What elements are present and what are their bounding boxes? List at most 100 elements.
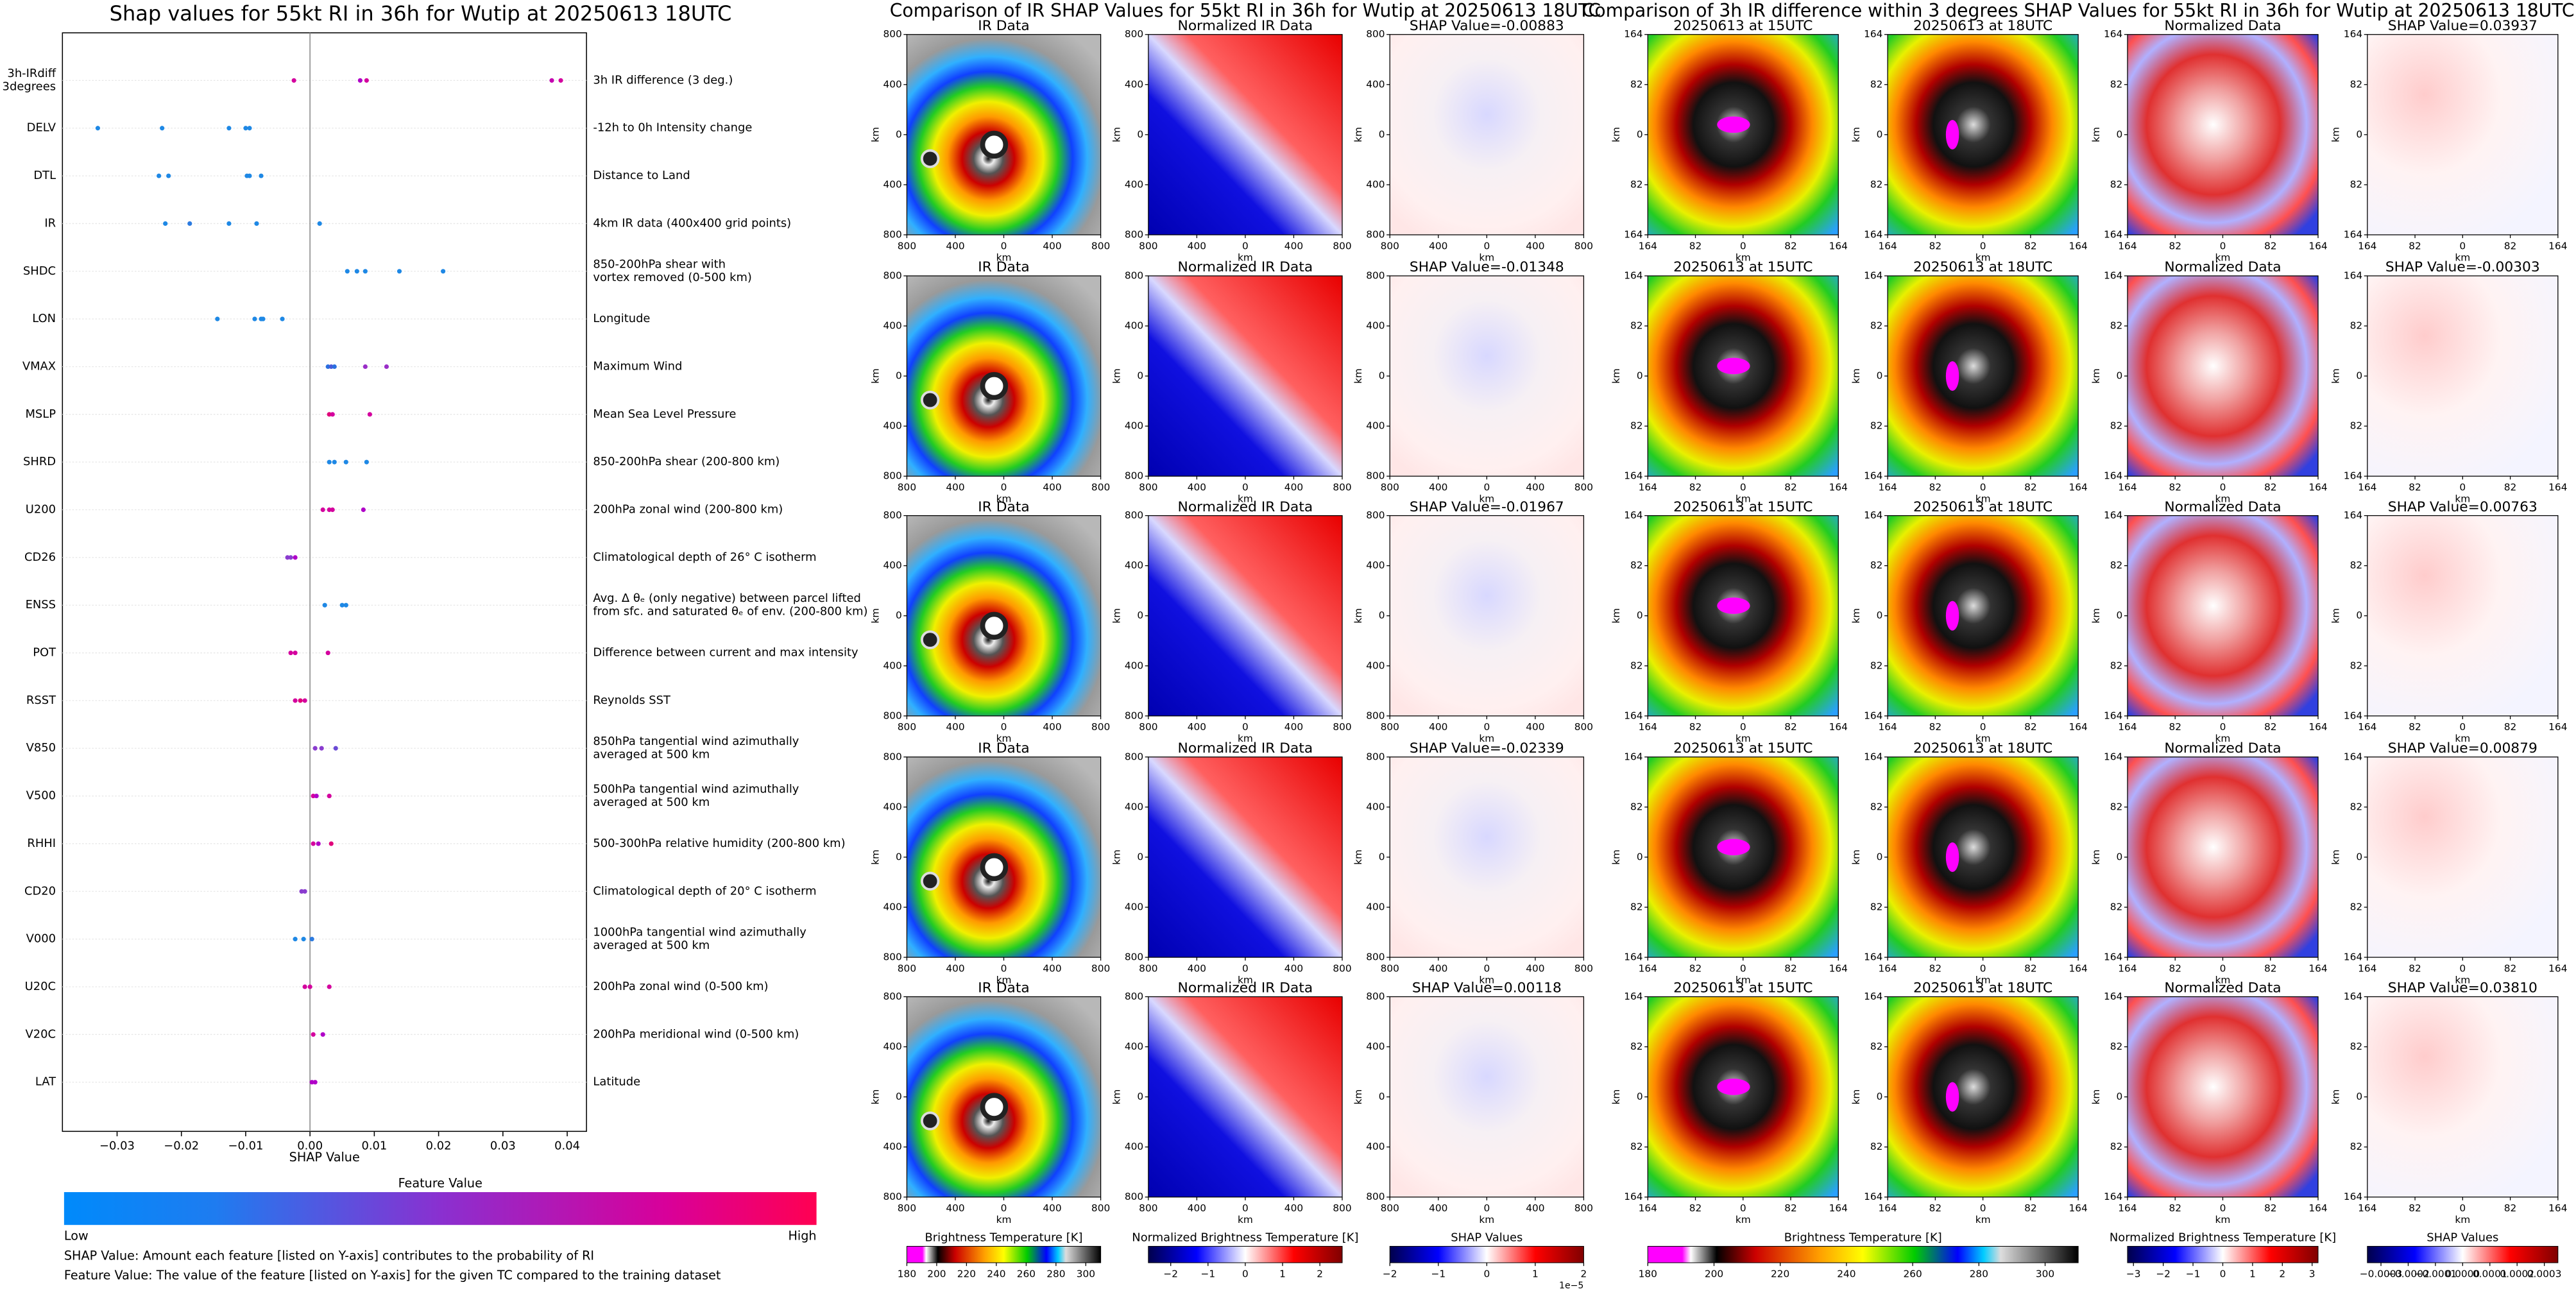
- shap-title: Shap values for 55kt RI in 36h for Wutip…: [110, 1, 732, 26]
- x-tick-label: 164: [1878, 1202, 1897, 1214]
- y-tick-label: 82: [1630, 660, 1643, 671]
- shap-point: [325, 650, 330, 656]
- feature-description: Maximum Wind: [593, 359, 682, 373]
- x-axis-label: km: [2215, 974, 2231, 986]
- x-tick-label: 164: [2068, 962, 2087, 974]
- colorbar-offset: 1e−5: [1559, 1281, 1583, 1289]
- shap-point: [325, 364, 330, 370]
- image-panel: [1389, 34, 1585, 235]
- y-tick-label: 82: [2350, 1141, 2363, 1152]
- feature-colorbar: [64, 1192, 817, 1225]
- x-tick-label: 82: [2409, 240, 2421, 252]
- y-axis-label: km: [2330, 368, 2342, 384]
- feature-description: 200hPa meridional wind (0-500 km): [593, 1027, 799, 1041]
- x-tick-label: 0: [1980, 482, 1986, 493]
- colorbar: [906, 1245, 1102, 1263]
- image-panel: [1148, 34, 1343, 235]
- y-tick-label: 82: [1630, 801, 1643, 812]
- y-tick-label: 800: [883, 28, 901, 40]
- feature-description: 500-300hPa relative humidity (200-800 km…: [593, 837, 845, 850]
- panel-title: SHAP Value=-0.01967: [1410, 499, 1564, 515]
- y-tick-label: 0: [896, 851, 902, 862]
- y-tick-label: 400: [883, 801, 901, 812]
- x-tick-label: 164: [1878, 240, 1897, 252]
- shap-point: [259, 173, 264, 178]
- x-axis-label: km: [2215, 252, 2231, 263]
- x-tick-label: 400: [1188, 721, 1206, 733]
- x-axis-label: km: [996, 1214, 1012, 1225]
- y-tick-label: 82: [2350, 178, 2363, 190]
- x-tick-label: 400: [1188, 482, 1206, 493]
- colorbar-tick-label: 200: [1705, 1268, 1723, 1279]
- feature-label: LAT: [35, 1075, 56, 1089]
- feature-label: V000: [26, 932, 56, 946]
- y-tick-label: 400: [1366, 178, 1385, 190]
- panel-title: Normalized Data: [2164, 259, 2281, 275]
- x-tick-label: 400: [1043, 240, 1061, 252]
- x-axis-label: km: [2455, 252, 2470, 263]
- x-tick-label: 82: [2024, 482, 2037, 493]
- shap-point: [311, 1032, 316, 1037]
- note: SHAP Value: Amount each feature [listed …: [64, 1248, 594, 1263]
- x-tick-label: 800: [1091, 482, 1110, 493]
- colorbar-tick-label: 220: [957, 1268, 976, 1279]
- y-tick-label: 82: [1870, 78, 1883, 90]
- y-tick-label: 164: [1624, 28, 1642, 40]
- y-tick-label: 0: [2356, 610, 2362, 621]
- panel-title: Normalized IR Data: [1178, 499, 1313, 515]
- panel-title: SHAP Value=0.00118: [1412, 980, 1562, 996]
- colorbar-tick-label: 2: [2279, 1268, 2285, 1279]
- y-tick-label: 164: [1864, 751, 1882, 762]
- colorbar-tick-label: −0.0003: [2360, 1268, 2403, 1279]
- colorbar-tick-label: −1: [2186, 1268, 2201, 1279]
- x-tick-label: 164: [2068, 721, 2087, 733]
- y-axis-label: km: [2330, 608, 2342, 624]
- image-panel: [1647, 996, 1839, 1198]
- x-tick-label: 400: [1284, 721, 1303, 733]
- y-tick-label: 82: [1630, 78, 1643, 90]
- y-tick-label: 164: [2344, 751, 2362, 762]
- y-tick-label: 800: [1125, 28, 1143, 40]
- x-axis-label: km: [1238, 252, 1253, 263]
- panel-title: 20250613 at 18UTC: [1913, 980, 2052, 996]
- panel-title: IR Data: [978, 980, 1029, 996]
- x-tick-label: 164: [1829, 962, 1848, 974]
- shap-point: [361, 507, 366, 513]
- feature-label: SHDC: [23, 264, 56, 278]
- x-tick-label: 800: [1574, 962, 1593, 974]
- y-tick-label: 82: [1870, 420, 1883, 432]
- x-tick-label: −0.03: [99, 1139, 135, 1152]
- y-tick-label: 400: [883, 660, 901, 671]
- y-tick-label: 800: [1366, 751, 1385, 762]
- y-tick-label: 400: [1366, 78, 1385, 90]
- y-tick-label: 800: [1366, 509, 1385, 521]
- y-tick-label: 164: [2344, 952, 2362, 963]
- y-tick-label: 82: [2110, 178, 2123, 190]
- y-tick-label: 82: [2350, 801, 2363, 812]
- image-panel: [1887, 996, 2079, 1198]
- y-axis-label: km: [1352, 368, 1364, 384]
- x-tick-label: 0: [1740, 482, 1746, 493]
- y-tick-label: 0: [896, 1091, 902, 1102]
- feature-label: CD26: [24, 551, 56, 564]
- cold-core: [1945, 119, 1959, 149]
- y-tick-label: 400: [883, 1141, 901, 1152]
- y-tick-label: 800: [1366, 952, 1385, 963]
- y-tick-label: 400: [883, 420, 901, 432]
- shap-point: [157, 173, 162, 178]
- y-tick-label: 0: [1637, 370, 1643, 382]
- y-tick-label: 164: [2344, 710, 2362, 721]
- image-panel: [2367, 515, 2559, 717]
- shap-point: [332, 364, 337, 370]
- y-axis-label: km: [1850, 368, 1862, 384]
- colorbar-tick-label: 280: [1046, 1268, 1065, 1279]
- x-tick-label: 0: [1483, 1202, 1490, 1214]
- y-tick-label: 164: [2104, 509, 2122, 521]
- shap-point: [441, 269, 446, 274]
- feature-label: POT: [33, 646, 56, 660]
- x-tick-label: 400: [1526, 962, 1544, 974]
- shap-point: [357, 78, 363, 83]
- storm-center: [920, 871, 940, 891]
- y-tick-label: 400: [1366, 420, 1385, 432]
- x-tick-label: 164: [2358, 482, 2376, 493]
